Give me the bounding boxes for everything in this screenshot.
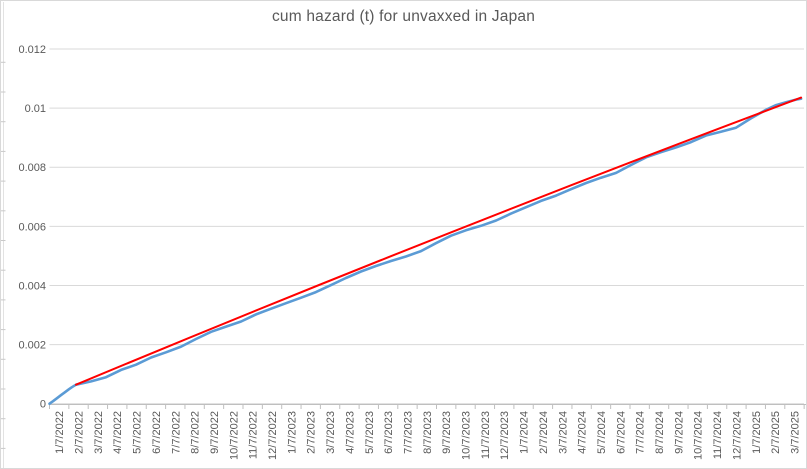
x-axis-tick-label: 8/7/2022 bbox=[190, 411, 202, 454]
x-axis-tick-label: 10/7/2024 bbox=[693, 411, 705, 460]
x-axis-tick-label: 3/7/2022 bbox=[93, 411, 105, 454]
x-axis-tick-label: 11/7/2024 bbox=[712, 411, 724, 459]
x-axis-tick-label: 8/7/2023 bbox=[422, 411, 434, 454]
x-axis-tick-label: 2/7/2022 bbox=[74, 411, 86, 454]
series-cum-hazard-line bbox=[48, 97, 803, 406]
x-axis-tick-label: 9/7/2024 bbox=[673, 411, 685, 454]
y-axis-tick-label: 0 bbox=[40, 399, 46, 411]
x-axis-tick-label: 7/7/2022 bbox=[170, 411, 182, 454]
x-axis-tick-label: 4/7/2022 bbox=[112, 411, 124, 454]
y-axis-tick-label: 0.002 bbox=[18, 340, 46, 352]
y-axis-tick-label: 0.006 bbox=[18, 221, 46, 233]
x-axis-tick-label: 11/7/2022 bbox=[248, 411, 260, 459]
x-axis-tick-label: 5/7/2024 bbox=[596, 411, 608, 454]
x-axis-tick-label: 12/7/2024 bbox=[731, 411, 743, 460]
trend-line bbox=[75, 96, 803, 386]
x-axis-tick-label: 1/7/2022 bbox=[54, 411, 66, 454]
x-axis-tick-label: 6/7/2022 bbox=[151, 411, 163, 454]
x-axis-tick-label: 2/7/2023 bbox=[306, 411, 318, 454]
x-axis-tick-label: 10/7/2023 bbox=[461, 411, 473, 460]
x-axis-tick-label: 10/7/2022 bbox=[228, 411, 240, 460]
y-axis-tick-label: 0.008 bbox=[18, 162, 46, 174]
x-axis-tick-label: 9/7/2022 bbox=[209, 411, 221, 454]
x-axis-tick-label: 7/7/2023 bbox=[402, 411, 414, 454]
x-axis-tick-label: 3/7/2024 bbox=[557, 411, 569, 454]
x-axis-tick-label: 3/7/2025 bbox=[789, 411, 801, 454]
x-axis-tick-label: 8/7/2024 bbox=[654, 411, 666, 454]
x-axis-tick-label: 12/7/2022 bbox=[267, 411, 279, 460]
y-axis-tick-label: 0.004 bbox=[18, 280, 46, 292]
x-axis-tick-label: 1/7/2025 bbox=[751, 411, 763, 454]
x-axis-tick-label: 5/7/2022 bbox=[132, 411, 144, 454]
y-axis-tick-label: 0.012 bbox=[18, 44, 46, 56]
x-axis-tick-label: 12/7/2023 bbox=[499, 411, 511, 460]
x-axis-tick-label: 2/7/2025 bbox=[770, 411, 782, 454]
x-axis-tick-label: 6/7/2024 bbox=[615, 411, 627, 454]
x-axis-tick-label: 1/7/2024 bbox=[519, 411, 531, 454]
x-axis-tick-label: 4/7/2024 bbox=[577, 411, 589, 454]
x-axis-tick-label: 11/7/2023 bbox=[480, 411, 492, 459]
x-axis-tick-label: 7/7/2024 bbox=[635, 411, 647, 454]
y-axis-tick-label: 0.01 bbox=[25, 103, 46, 115]
x-axis-tick-label: 4/7/2023 bbox=[344, 411, 356, 454]
x-axis-tick-label: 9/7/2023 bbox=[441, 411, 453, 454]
x-axis-tick-label: 3/7/2023 bbox=[325, 411, 337, 454]
chart-title: cum hazard (t) for unvaxxed in Japan bbox=[271, 8, 536, 25]
x-axis-tick-label: 5/7/2023 bbox=[364, 411, 376, 454]
x-axis-tick-label: 2/7/2024 bbox=[538, 411, 550, 454]
x-axis-tick-label: 1/7/2023 bbox=[286, 411, 298, 454]
x-axis-tick-label: 6/7/2023 bbox=[383, 411, 395, 454]
